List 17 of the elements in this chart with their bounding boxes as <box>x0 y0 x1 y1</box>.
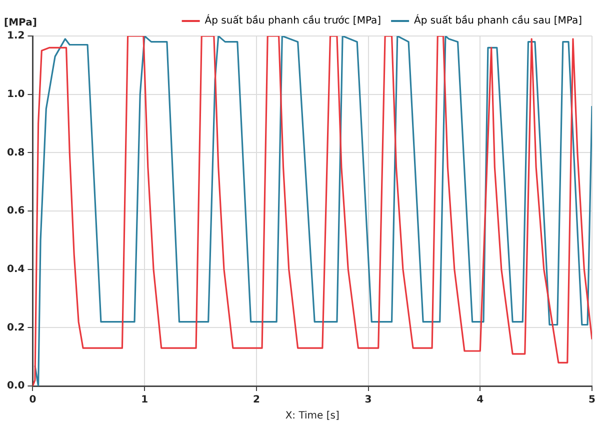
legend-label: Áp suất bầu phanh cầu trước [MPa] <box>204 14 382 27</box>
y-tick-label: 0.8 <box>6 147 25 158</box>
legend-label: Áp suất bầu phanh cầu sau [MPa] <box>414 14 582 27</box>
y-tick-label: 0.0 <box>6 380 25 392</box>
y-tick-label: 0.2 <box>6 322 25 334</box>
x-tick-label: 0 <box>29 394 36 406</box>
y-tick-label: 1.2 <box>6 30 25 42</box>
x-tick-label: 5 <box>588 394 596 406</box>
x-tick-label: 4 <box>476 394 484 406</box>
y-tick-label: 0.4 <box>6 264 25 275</box>
y-tick-label: 1.0 <box>6 88 25 100</box>
x-axis-title: X: Time [s] <box>285 410 340 422</box>
y-axis-title: [MPa] <box>4 18 37 29</box>
y-tick-label: 0.6 <box>6 206 25 217</box>
x-tick-label: 2 <box>252 394 260 406</box>
x-tick-label: 1 <box>141 394 148 406</box>
x-tick-label: 3 <box>364 394 372 406</box>
